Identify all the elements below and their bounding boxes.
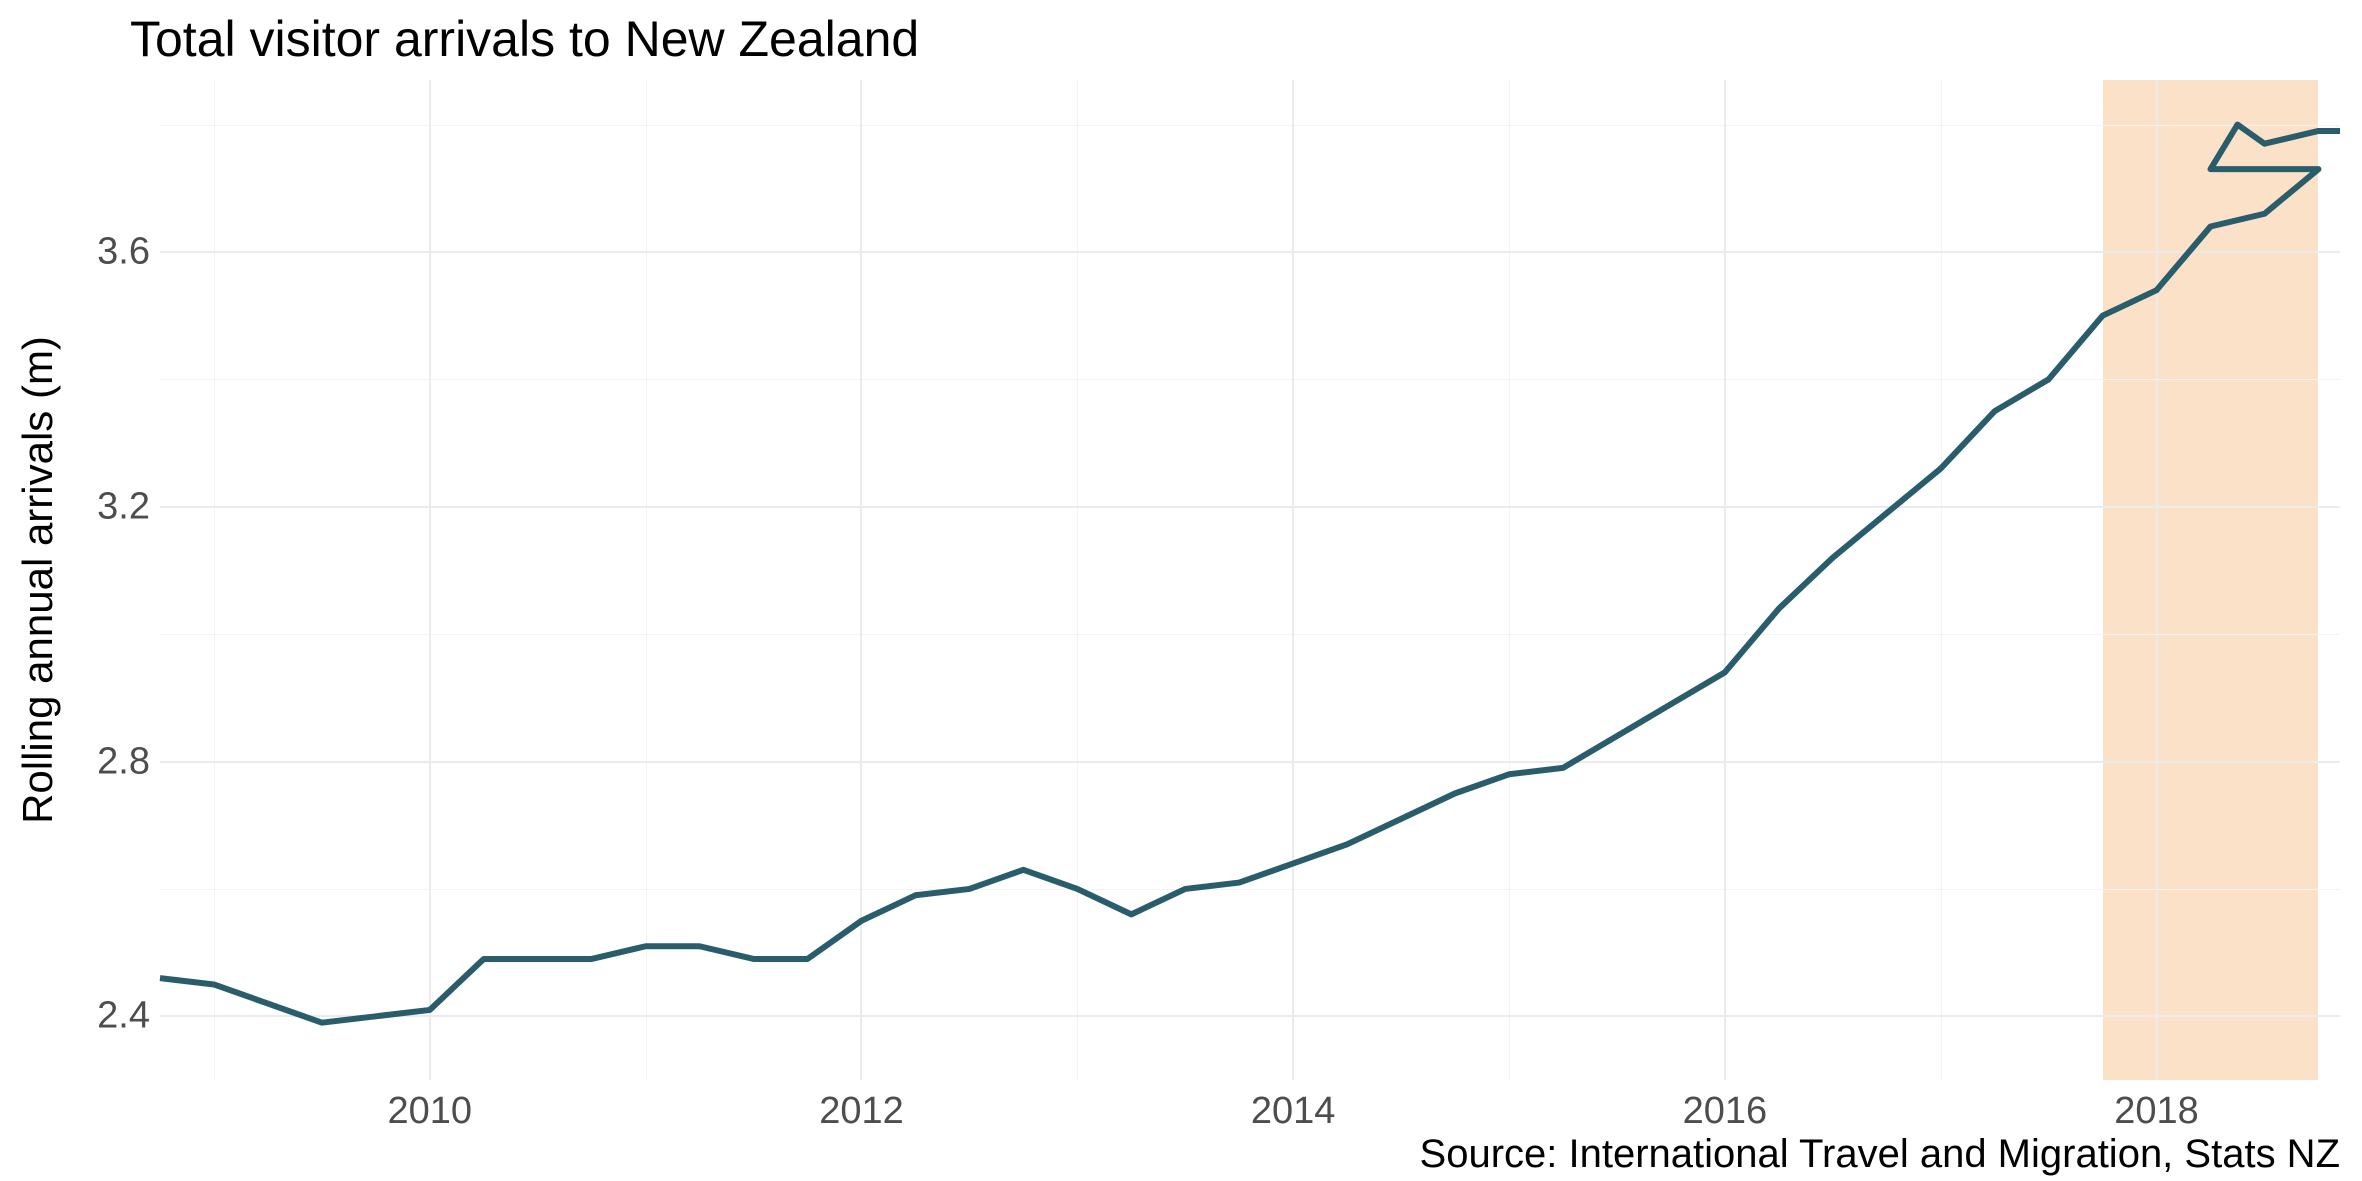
y-tick-label: 2.4 [70, 995, 150, 1038]
x-tick-label: 2016 [1683, 1090, 1768, 1133]
x-tick-label: 2012 [819, 1090, 904, 1133]
arrivals-line [160, 125, 2340, 1023]
x-tick-label: 2010 [388, 1090, 473, 1133]
y-tick-label: 3.2 [70, 485, 150, 528]
x-tick-label: 2014 [1251, 1090, 1336, 1133]
line-series [160, 80, 2340, 1080]
y-tick-label: 2.8 [70, 740, 150, 783]
chart-title: Total visitor arrivals to New Zealand [130, 10, 919, 68]
y-tick-label: 3.6 [70, 230, 150, 273]
x-tick-label: 2018 [2114, 1090, 2199, 1133]
chart-container: Total visitor arrivals to New Zealand Ro… [0, 0, 2362, 1181]
y-axis-label: Rolling annual arrivals (m) [14, 336, 62, 824]
y-axis-label-wrap: Rolling annual arrivals (m) [0, 0, 60, 1100]
source-caption: Source: International Travel and Migrati… [1420, 1132, 2340, 1177]
plot-area [160, 80, 2340, 1080]
